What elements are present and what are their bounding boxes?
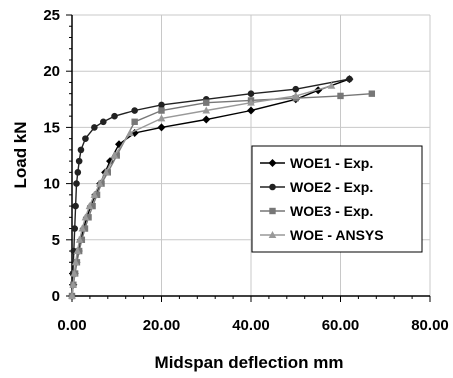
legend-marker	[268, 231, 277, 238]
data-point	[71, 225, 78, 232]
data-point	[91, 124, 98, 131]
data-point	[95, 179, 104, 187]
data-point	[69, 280, 77, 288]
legend-marker	[269, 183, 276, 191]
y-tick-label: 15	[43, 119, 60, 136]
data-point	[126, 129, 134, 137]
data-point	[100, 118, 107, 126]
data-point	[247, 90, 255, 97]
legend-label: WOE2 - Exp.	[290, 179, 373, 195]
data-point	[93, 191, 101, 199]
y-axis-title: Load kN	[11, 121, 30, 188]
x-tick-label: 60.00	[322, 317, 360, 334]
data-point	[111, 112, 118, 120]
data-point	[327, 81, 336, 89]
legend: WOE1 - Exp. WOE2 - Exp. WOE3 - Exp. WOE - A…	[251, 145, 423, 253]
data-point	[78, 236, 86, 243]
data-point	[74, 169, 82, 176]
data-point	[70, 269, 79, 277]
legend-entry: WOE3 - Exp.	[260, 203, 373, 219]
data-point	[77, 146, 85, 154]
data-point	[291, 91, 300, 99]
legend-label: WOE3 - Exp.	[290, 203, 373, 219]
series-4	[68, 81, 336, 299]
y-tick-label: 20	[43, 63, 60, 80]
legend-label: WOE1 - Exp.	[290, 155, 373, 171]
series-2	[68, 75, 353, 300]
data-point	[202, 106, 211, 114]
data-point	[113, 152, 120, 159]
data-point	[78, 224, 87, 232]
data-point	[102, 168, 110, 176]
legend-label: WOE - ANSYS	[290, 227, 384, 243]
x-tick-label: 0.00	[57, 317, 86, 334]
data-point	[90, 190, 99, 198]
y-tick-label: 5	[52, 232, 60, 249]
data-point	[368, 90, 376, 97]
data-point	[82, 135, 89, 142]
y-tick-label: 0	[52, 288, 60, 305]
data-point	[292, 85, 300, 93]
data-point	[131, 118, 138, 125]
legend-marker	[268, 159, 277, 167]
data-point	[68, 292, 76, 299]
data-point	[81, 225, 89, 232]
x-tick-label: 80.00	[411, 317, 449, 334]
data-point	[337, 92, 344, 100]
data-point	[81, 213, 90, 221]
data-point	[158, 101, 165, 109]
data-point	[89, 202, 96, 210]
y-tick-label: 25	[43, 7, 60, 24]
x-axis-title: Midspan deflection mm	[155, 353, 344, 372]
data-point	[73, 247, 82, 255]
data-point	[346, 75, 353, 83]
y-tick-label: 10	[43, 176, 60, 193]
legend-entry: WOE - ANSYS	[260, 227, 384, 243]
data-point	[72, 202, 79, 210]
legend-entry: WOE2 - Exp.	[260, 179, 373, 195]
data-point	[85, 202, 94, 210]
tick-labels: 0 5 10 15 20 25 0.00 20.00 40.00 60.00 80.00	[43, 7, 448, 334]
data-point	[131, 107, 138, 114]
data-point	[158, 107, 165, 114]
data-point	[247, 106, 255, 115]
x-tick-label: 20.00	[143, 317, 181, 334]
data-point	[202, 115, 211, 124]
data-point	[247, 98, 255, 106]
data-point	[110, 151, 119, 159]
x-tick-label: 40.00	[232, 317, 270, 334]
legend-marker	[269, 207, 276, 215]
data-point	[157, 123, 166, 132]
data-point	[203, 99, 210, 106]
legend-entry: WOE1 - Exp.	[260, 155, 373, 171]
data-point	[75, 235, 84, 243]
data-point	[157, 114, 166, 122]
series-lines	[68, 75, 376, 300]
data-point	[71, 258, 80, 266]
data-point	[75, 157, 83, 165]
data-point	[85, 214, 92, 221]
data-point	[73, 180, 80, 187]
